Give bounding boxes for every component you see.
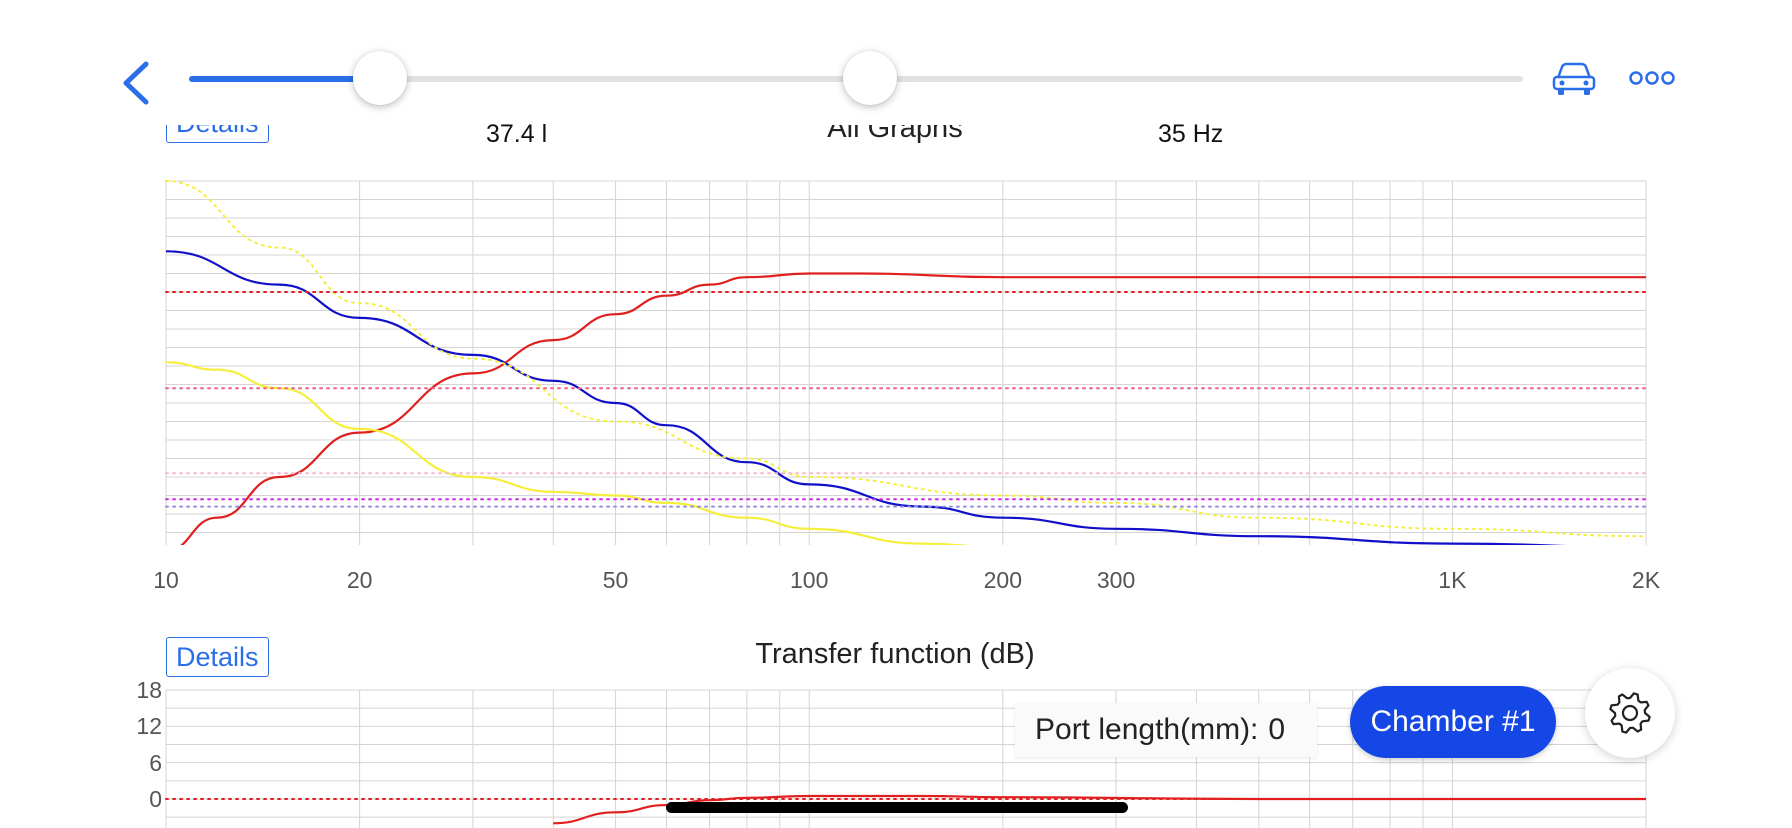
graph-title: Transfer function (dB) [755,638,1035,670]
graph-scroll-area[interactable]: Details All Graphs 10 20 50 100 200 300 1K 2K D… [0,125,1792,828]
x-tick-label: 20 [346,567,373,593]
tuning-slider-thumb[interactable] [843,51,897,105]
x-tick-label: 300 [1096,567,1136,593]
volume-slider-thumb[interactable] [352,51,407,105]
tuning-value: 35 Hz [1158,120,1224,148]
all-graphs-plot [165,180,1647,545]
port-length-value: 0 [1268,713,1286,746]
all-graphs-series-2 [165,250,1568,545]
port-length-readout: Port length(mm): 0 [1015,703,1317,757]
y-tick-label: 0 [149,786,162,812]
settings-button[interactable] [1585,668,1675,758]
y-tick-label: 18 [136,677,162,703]
y-tick-label: 12 [136,713,162,740]
volume-value: 37.4 l [486,120,548,148]
chevron-left-icon[interactable] [118,58,158,108]
x-tick-label: 1K [1438,567,1467,593]
tuning-slider[interactable] [870,76,1523,82]
chamber-button[interactable]: Chamber #1 [1350,686,1556,758]
x-tick-label: 100 [790,567,829,593]
gear-icon [1609,692,1651,734]
volume-slider[interactable] [189,76,846,82]
home-indicator [666,802,1128,813]
x-tick-label: 50 [602,567,629,593]
details-button[interactable]: Details [166,637,269,677]
x-tick-label: 10 [153,567,179,593]
volume-slider-fill [189,76,380,82]
x-tick-label: 2K [1631,567,1661,593]
all-graphs-series-3 [165,361,971,545]
details-button[interactable]: Details [166,125,269,143]
all-graphs-series-1 [180,272,1646,545]
more-horizontal-icon[interactable] [1628,66,1676,90]
all-graphs-series-4 [165,180,1647,538]
port-length-label: Port length(mm): [1035,713,1259,746]
graph-title: All Graphs [827,125,963,144]
car-icon[interactable] [1550,58,1598,98]
y-tick-label: 6 [149,749,162,776]
x-tick-label: 200 [983,567,1022,593]
